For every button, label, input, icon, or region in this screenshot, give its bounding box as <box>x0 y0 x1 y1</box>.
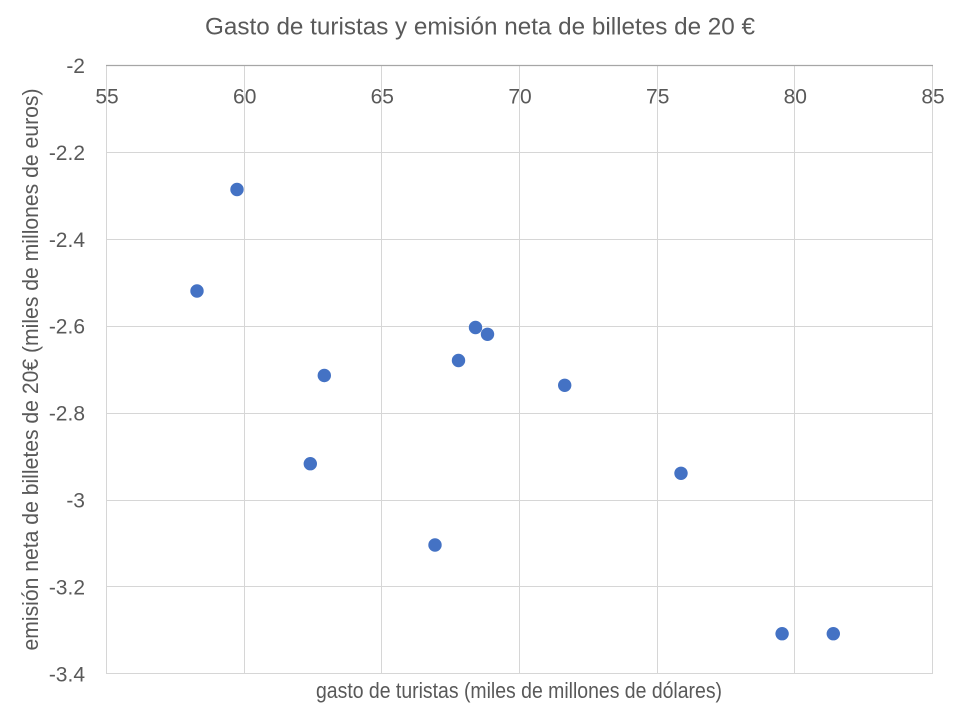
svg-text:Gasto de turistas y emisión ne: Gasto de turistas y emisión neta de bill… <box>205 14 756 41</box>
svg-text:80: 80 <box>784 86 807 109</box>
svg-text:75: 75 <box>646 86 669 109</box>
svg-text:-2.2: -2.2 <box>49 142 85 165</box>
svg-text:70: 70 <box>508 86 531 109</box>
svg-text:55: 55 <box>95 86 118 109</box>
svg-text:emisión neta de billetes de 20: emisión neta de billetes de 20€ (miles d… <box>18 89 43 651</box>
svg-text:65: 65 <box>371 86 394 109</box>
svg-text:-2.4: -2.4 <box>49 229 86 252</box>
svg-text:-3.4: -3.4 <box>49 663 86 686</box>
svg-text:60: 60 <box>233 86 256 109</box>
svg-text:gasto de turistas (miles de mi: gasto de turistas (miles de millones de … <box>316 678 722 703</box>
svg-text:-3: -3 <box>66 490 85 513</box>
svg-text:-2.6: -2.6 <box>49 316 85 339</box>
svg-text:-2: -2 <box>66 55 85 78</box>
svg-text:-3.2: -3.2 <box>49 577 85 600</box>
svg-text:-2.8: -2.8 <box>49 403 85 426</box>
svg-text:85: 85 <box>921 86 944 109</box>
